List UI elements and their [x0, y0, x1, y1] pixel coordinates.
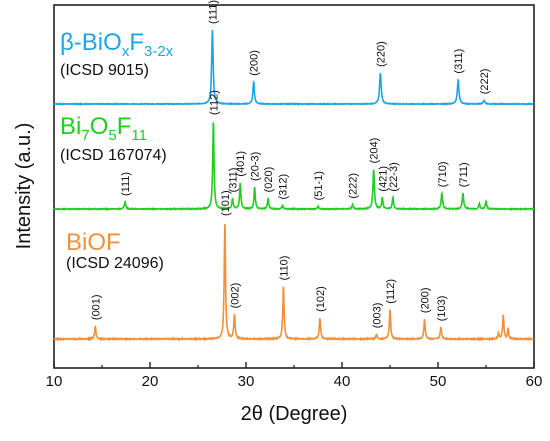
peak-label: (710): [437, 162, 449, 188]
x-tick-label: 20: [142, 373, 159, 390]
peak-label: (311): [453, 49, 465, 74]
peak-label: (111): [207, 0, 219, 24]
x-axis-title: 2θ (Degree): [241, 403, 348, 425]
y-axis-title: Intensity (a.u.): [13, 123, 35, 250]
peak-label: (312): [278, 174, 290, 200]
peak-label: (222): [348, 173, 360, 199]
peak-label: (002): [230, 283, 242, 309]
x-tick-label: 40: [334, 373, 351, 390]
peak-label: (200): [249, 50, 261, 76]
x-tick-label: 60: [526, 373, 543, 390]
peak-label: (220): [375, 41, 387, 67]
series-line-beta-biof: [53, 29, 534, 107]
peak-label: (112): [208, 90, 220, 115]
peak-label: (101): [220, 190, 232, 216]
series-line-biof: [53, 223, 535, 343]
peak-label: (112): [385, 279, 397, 304]
peak-label: (222): [479, 69, 491, 95]
series-reference-bi7o5f11: (ICSD 167074): [60, 147, 167, 164]
series-name-beta: β-BiOxF3-2x: [60, 29, 174, 60]
series-line-bi7o5f11: [53, 122, 535, 212]
peak-label: (200): [420, 287, 432, 313]
peak-label: (20-3): [250, 152, 262, 181]
peak-labels: (111) (200) (220) (311) (222) (111) (112) (311)…: [90, 0, 491, 328]
peak-label: (711): [458, 162, 470, 187]
peak-label: (401): [235, 151, 247, 177]
x-ticks: 10 20 30 40 50 60: [46, 362, 543, 390]
peak-label: (111): [120, 172, 132, 196]
peak-label: (421): [377, 166, 389, 192]
series-name-bi7o5f11: Bi7O5F11: [60, 113, 147, 144]
peak-label: (003): [372, 303, 384, 329]
series-reference-biof: (ICSD 24096): [66, 255, 164, 272]
series-name-biof: BiOF: [66, 229, 121, 256]
x-tick-label: 10: [46, 373, 63, 390]
peak-label: (110): [278, 256, 290, 281]
peak-label: (020): [263, 167, 275, 193]
peak-label: (001): [90, 294, 102, 320]
peak-label: (22-3): [388, 162, 400, 191]
series-reference-beta: (ICSD 9015): [60, 62, 149, 79]
x-tick-label: 30: [238, 373, 255, 390]
peak-label: (103): [436, 296, 448, 322]
peak-label: (311): [228, 168, 240, 193]
peak-label: (51-1): [313, 171, 325, 200]
peak-label: (102): [315, 286, 327, 312]
x-tick-label: 50: [430, 373, 447, 390]
peak-label: (204): [369, 138, 381, 164]
